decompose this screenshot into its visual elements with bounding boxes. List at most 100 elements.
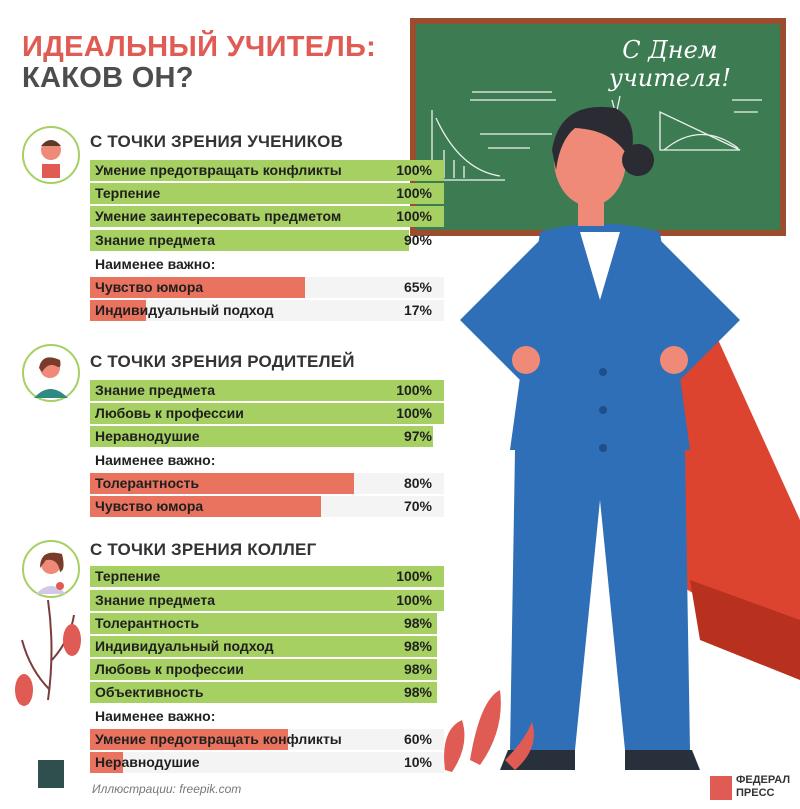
quality-value: 100%	[396, 382, 432, 398]
quality-label: Толерантность	[95, 615, 200, 631]
value-bar	[90, 636, 437, 657]
quality-label: Чувство юмора	[95, 498, 204, 514]
quality-label: Толерантность	[95, 475, 200, 491]
quality-value: 100%	[396, 162, 432, 178]
quality-row: Умение предотвращать конфликты 100%	[90, 160, 444, 181]
quality-value: 80%	[403, 475, 432, 491]
title-line-1: ИДЕАЛЬНЫЙ УЧИТЕЛЬ:	[22, 31, 377, 63]
value-bar	[90, 752, 123, 773]
section-title: С ТОЧКИ ЗРЕНИЯ УЧЕНИКОВ	[90, 132, 344, 151]
logo-line-1: ФЕДЕРАЛ	[736, 774, 791, 786]
least-quality-row: Неравнодушие 10%	[90, 752, 444, 773]
quality-row: Знание предмета 100%	[90, 590, 444, 611]
quality-label: Умение заинтересовать предметом	[95, 208, 342, 224]
value-bar	[90, 380, 444, 401]
quality-row: Знание предмета 90%	[90, 230, 444, 251]
quality-label: Индивидуальный подход	[95, 638, 274, 654]
quality-value: 98%	[403, 684, 432, 700]
value-bar	[90, 230, 409, 251]
quality-label: Умение предотвращать конфликты	[95, 162, 342, 178]
quality-value: 70%	[403, 498, 432, 514]
least-important-label: Наименее важно:	[95, 452, 216, 468]
value-bar	[90, 206, 444, 227]
hair-shape	[552, 106, 633, 170]
quality-label: Терпение	[95, 568, 161, 584]
quality-row: Знание предмета 100%	[90, 380, 444, 401]
quality-label: Неравнодушие	[95, 428, 200, 444]
quality-label: Знание предмета	[95, 382, 216, 398]
quality-row: Терпение 100%	[90, 183, 444, 204]
quality-value: 60%	[403, 731, 432, 747]
value-bar	[90, 160, 444, 181]
quality-value: 10%	[403, 754, 432, 770]
board-greeting: С Днем учителя!	[608, 36, 732, 92]
quality-label: Терпение	[95, 185, 161, 201]
trousers-shape	[510, 450, 690, 750]
value-bar	[90, 426, 433, 447]
value-bar	[90, 659, 437, 680]
value-bar	[90, 566, 444, 587]
value-bar	[90, 300, 146, 321]
value-bar	[90, 277, 305, 298]
quality-value: 98%	[403, 638, 432, 654]
least-important-label: Наименее важно:	[95, 708, 216, 724]
quality-label: Чувство юмора	[95, 279, 204, 295]
value-bar	[90, 682, 437, 703]
value-bar	[90, 473, 354, 494]
quality-row: Умение заинтересовать предметом 100%	[90, 206, 444, 227]
least-quality-row: Чувство юмора 65%	[90, 277, 444, 298]
quality-row: Индивидуальный подход 98%	[90, 636, 444, 657]
parent-avatar-icon	[22, 344, 80, 402]
quality-value: 100%	[396, 185, 432, 201]
value-bar	[90, 729, 288, 750]
student-avatar-icon	[22, 126, 80, 184]
quality-value: 17%	[403, 302, 432, 318]
least-quality-row: Умение предотвращать конфликты 60%	[90, 729, 444, 750]
least-quality-row: Чувство юмора 70%	[90, 496, 444, 517]
quality-row: Терпение 100%	[90, 566, 444, 587]
title-line-2: КАКОВ ОН?	[22, 62, 194, 94]
quality-row: Толерантность 98%	[90, 613, 444, 634]
quality-value: 65%	[403, 279, 432, 295]
section-title: С ТОЧКИ ЗРЕНИЯ РОДИТЕЛЕЙ	[90, 352, 355, 371]
quality-row: Неравнодушие 97%	[90, 426, 444, 447]
quality-label: Знание предмета	[95, 232, 216, 248]
least-quality-row: Толерантность 80%	[90, 473, 444, 494]
quality-value: 100%	[396, 405, 432, 421]
quality-value: 100%	[396, 568, 432, 584]
page-title: ИДЕАЛЬНЫЙ УЧИТЕЛЬ: КАКОВ ОН?	[22, 32, 376, 94]
value-bar	[90, 590, 444, 611]
plant-pot-shape	[38, 760, 64, 788]
jacket-shape	[510, 223, 690, 450]
quality-label: Умение предотвращать конфликты	[95, 731, 342, 747]
value-bar	[90, 496, 321, 517]
quality-row: Объективность 98%	[90, 682, 444, 703]
face-shape	[554, 114, 626, 206]
value-bar	[90, 183, 444, 204]
quality-value: 90%	[403, 232, 432, 248]
quality-value: 100%	[396, 592, 432, 608]
value-bar	[90, 403, 444, 424]
quality-value: 97%	[403, 428, 432, 444]
publisher-logo-mark-icon	[710, 776, 732, 800]
quality-label: Объективность	[95, 684, 204, 700]
quality-value: 100%	[396, 208, 432, 224]
value-bar	[90, 613, 437, 634]
quality-label: Индивидуальный подход	[95, 302, 274, 318]
logo-line-2: ПРЕСС	[736, 787, 775, 799]
colleague-avatar-icon	[22, 540, 80, 598]
illustration-credit: Иллюстрации: freepik.com	[92, 782, 242, 796]
least-important-label: Наименее важно:	[95, 256, 216, 272]
quality-label: Любовь к профессии	[95, 661, 244, 677]
quality-label: Неравнодушие	[95, 754, 200, 770]
quality-row: Любовь к профессии 98%	[90, 659, 444, 680]
quality-value: 98%	[403, 661, 432, 677]
quality-row: Любовь к профессии 100%	[90, 403, 444, 424]
quality-label: Знание предмета	[95, 592, 216, 608]
section-title: С ТОЧКИ ЗРЕНИЯ КОЛЛЕГ	[90, 540, 317, 559]
quality-value: 98%	[403, 615, 432, 631]
quality-label: Любовь к профессии	[95, 405, 244, 421]
